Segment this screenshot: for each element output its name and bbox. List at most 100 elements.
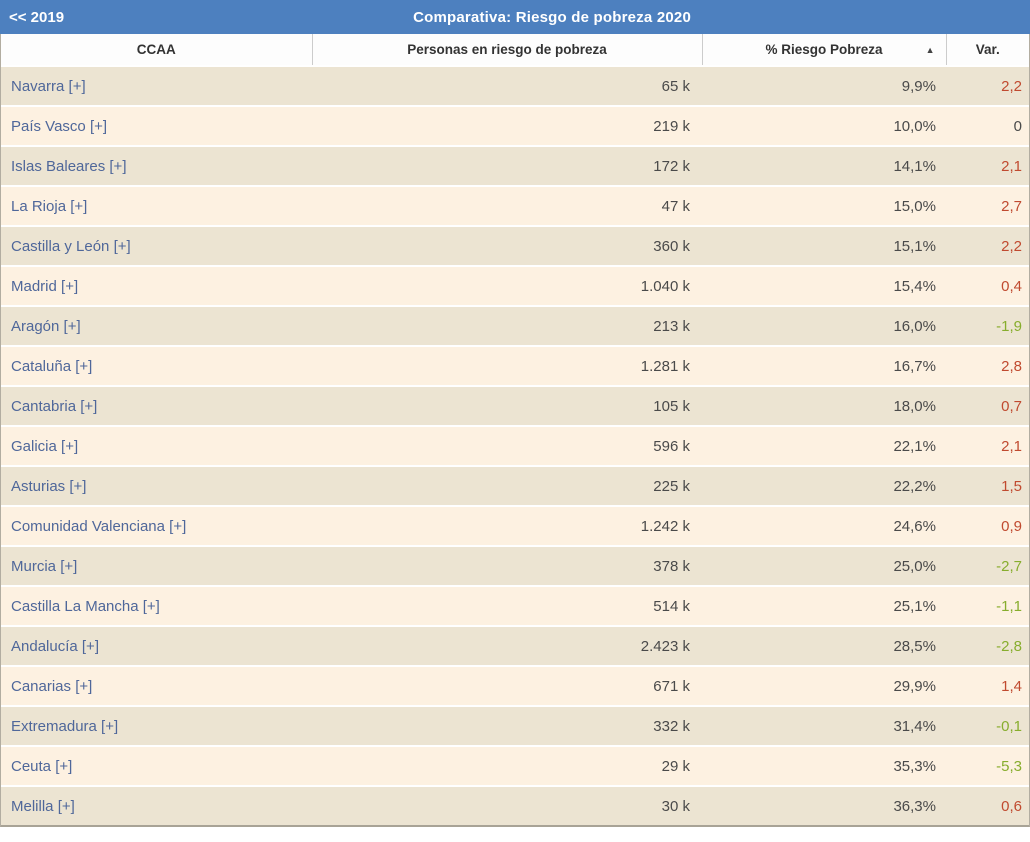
region-link[interactable]: Extremadura [+] <box>11 718 118 735</box>
table-row: Murcia [+] 378 k 25,0% -2,7 <box>1 545 1029 587</box>
region-link[interactable]: Cantabria [+] <box>11 398 97 415</box>
region-name: Cataluña <box>11 357 72 375</box>
var-value: 1,4 <box>946 665 1029 707</box>
region-link[interactable]: Galicia [+] <box>11 438 78 455</box>
region-cell: Galicia [+] <box>1 425 312 467</box>
pct-value: 35,3% <box>702 745 946 787</box>
region-cell: Castilla y León [+] <box>1 225 312 267</box>
region-expand-suffix: [+] <box>63 317 81 335</box>
region-expand-suffix: [+] <box>75 677 93 695</box>
pct-value: 18,0% <box>702 385 946 427</box>
region-cell: Islas Baleares [+] <box>1 145 312 187</box>
pct-value: 15,4% <box>702 265 946 307</box>
pct-value: 15,0% <box>702 185 946 227</box>
region-link[interactable]: Cataluña [+] <box>11 358 92 375</box>
var-value: -5,3 <box>946 745 1029 787</box>
column-header-ccaa[interactable]: CCAA <box>1 34 312 67</box>
personas-value: 29 k <box>312 745 702 787</box>
pct-value: 29,9% <box>702 665 946 707</box>
pct-value: 28,5% <box>702 625 946 667</box>
personas-value: 1.040 k <box>312 265 702 307</box>
region-name: Andalucía <box>11 637 78 655</box>
table-row: Canarias [+] 671 k 29,9% 1,4 <box>1 665 1029 707</box>
pct-value: 36,3% <box>702 785 946 826</box>
region-link[interactable]: Andalucía [+] <box>11 638 99 655</box>
personas-value: 65 k <box>312 65 702 107</box>
column-header-personas[interactable]: Personas en riesgo de pobreza <box>311 34 702 67</box>
column-header-pct[interactable]: % Riesgo Pobreza ▲ <box>701 34 946 67</box>
region-expand-suffix: [+] <box>60 557 78 575</box>
region-cell: Madrid [+] <box>1 265 312 307</box>
pct-value: 16,0% <box>702 305 946 347</box>
sort-ascending-icon[interactable]: ▲ <box>925 44 935 55</box>
region-expand-suffix: [+] <box>89 117 108 135</box>
pct-value: 24,6% <box>702 505 946 547</box>
region-name: Comunidad Valenciana <box>11 517 165 535</box>
table-row: Cantabria [+] 105 k 18,0% 0,7 <box>1 385 1029 427</box>
personas-value: 105 k <box>312 385 702 427</box>
region-expand-suffix: [+] <box>101 717 119 735</box>
region-name: País Vasco <box>11 117 86 135</box>
region-cell: Murcia [+] <box>1 545 312 587</box>
pct-value: 15,1% <box>702 225 946 267</box>
region-cell: País Vasco [+] <box>1 105 312 147</box>
table-row: Navarra [+] 65 k 9,9% 2,2 <box>1 65 1029 107</box>
column-header-pct-label: % Riesgo Pobreza <box>765 42 883 57</box>
region-link[interactable]: Madrid [+] <box>11 278 78 295</box>
region-link[interactable]: Ceuta [+] <box>11 758 72 775</box>
region-link[interactable]: Aragón [+] <box>11 318 81 335</box>
region-link[interactable]: Canarias [+] <box>11 678 92 695</box>
region-link[interactable]: Melilla [+] <box>11 798 75 815</box>
region-expand-suffix: [+] <box>61 277 79 295</box>
region-expand-suffix: [+] <box>142 597 160 615</box>
previous-year-link[interactable]: << 2019 <box>9 8 65 26</box>
region-link[interactable]: Comunidad Valenciana [+] <box>11 518 186 535</box>
region-expand-suffix: [+] <box>113 237 131 255</box>
region-link[interactable]: País Vasco [+] <box>11 118 107 135</box>
region-name: Murcia <box>11 557 57 575</box>
region-name: Madrid <box>11 277 57 295</box>
region-expand-suffix: [+] <box>61 437 79 455</box>
personas-value: 596 k <box>312 425 702 467</box>
page-title: Comparativa: Riesgo de pobreza 2020 <box>413 8 691 26</box>
personas-value: 47 k <box>312 185 702 227</box>
region-expand-suffix: [+] <box>69 477 87 495</box>
region-expand-suffix: [+] <box>55 757 73 775</box>
var-value: 0 <box>946 105 1029 147</box>
column-header-var[interactable]: Var. <box>945 34 1029 67</box>
region-link[interactable]: Castilla La Mancha [+] <box>11 598 160 615</box>
column-header-ccaa-label: CCAA <box>136 42 176 57</box>
pct-value: 22,2% <box>702 465 946 507</box>
region-link[interactable]: Asturias [+] <box>11 478 86 495</box>
region-link[interactable]: La Rioja [+] <box>11 198 87 215</box>
region-cell: Castilla La Mancha [+] <box>1 585 312 627</box>
region-cell: La Rioja [+] <box>1 185 312 227</box>
personas-value: 213 k <box>312 305 702 347</box>
pct-value: 25,1% <box>702 585 946 627</box>
region-name: Galicia <box>11 437 57 455</box>
pct-value: 25,0% <box>702 545 946 587</box>
table-row: Andalucía [+] 2.423 k 28,5% -2,8 <box>1 625 1029 667</box>
region-link[interactable]: Navarra [+] <box>11 78 86 95</box>
region-link[interactable]: Castilla y León [+] <box>11 238 131 255</box>
region-name: La Rioja <box>11 197 67 215</box>
table-body: Navarra [+] 65 k 9,9% 2,2 País Vasco [+]… <box>1 65 1029 826</box>
region-link[interactable]: Islas Baleares [+] <box>11 158 127 175</box>
region-expand-suffix: [+] <box>81 637 99 655</box>
personas-value: 514 k <box>312 585 702 627</box>
region-name: Asturias <box>11 477 66 495</box>
table-row: Galicia [+] 596 k 22,1% 2,1 <box>1 425 1029 467</box>
region-cell: Extremadura [+] <box>1 705 312 747</box>
column-header-personas-label: Personas en riesgo de pobreza <box>407 42 607 57</box>
region-cell: Ceuta [+] <box>1 745 312 787</box>
region-cell: Cataluña [+] <box>1 345 312 387</box>
region-link[interactable]: Murcia [+] <box>11 558 77 575</box>
var-value: -1,1 <box>946 585 1029 627</box>
var-value: 0,4 <box>946 265 1029 307</box>
region-cell: Cantabria [+] <box>1 385 312 427</box>
personas-value: 172 k <box>312 145 702 187</box>
personas-value: 1.281 k <box>312 345 702 387</box>
table-row: Cataluña [+] 1.281 k 16,7% 2,8 <box>1 345 1029 387</box>
region-name: Ceuta <box>11 757 52 775</box>
